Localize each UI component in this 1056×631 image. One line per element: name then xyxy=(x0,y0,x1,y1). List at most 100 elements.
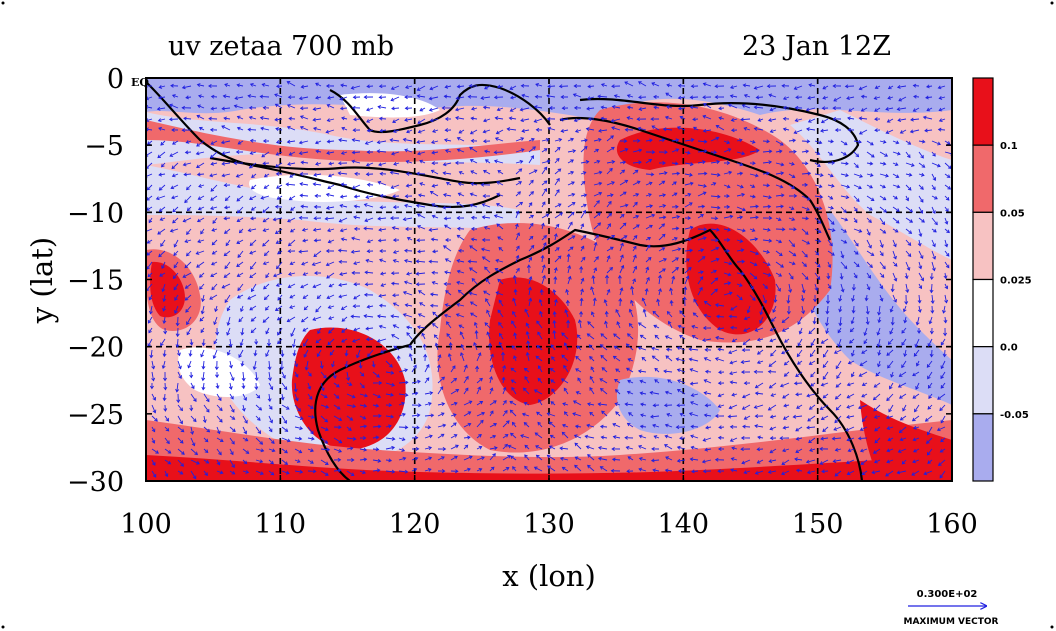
wind-vector xyxy=(393,259,400,263)
wind-vector-head xyxy=(691,324,696,329)
wind-vector-head xyxy=(233,104,238,109)
wind-vector-head xyxy=(637,346,642,351)
wind-vector xyxy=(338,294,348,298)
wind-vector xyxy=(340,107,348,110)
wind-vector xyxy=(391,151,400,155)
wind-vector-head xyxy=(788,289,793,293)
wind-vector-head xyxy=(615,308,620,313)
wind-vector-head xyxy=(181,105,186,110)
wind-vector xyxy=(859,371,868,377)
wind-vector-head xyxy=(716,314,720,319)
wind-vector-head xyxy=(274,230,279,235)
wind-vector-head xyxy=(490,353,494,358)
wind-vector-head xyxy=(793,193,798,198)
wind-vector-head xyxy=(910,117,914,122)
wind-vector-head xyxy=(779,383,784,388)
wind-vector xyxy=(250,83,257,87)
wind-vector-head xyxy=(561,354,566,359)
wind-vector-head xyxy=(664,468,669,473)
wind-vector-head xyxy=(441,376,445,381)
wind-vector-head xyxy=(853,219,858,224)
wind-vector-head xyxy=(224,230,228,234)
wind-vector-head xyxy=(250,318,255,322)
wind-vector-head xyxy=(402,456,407,461)
wind-vector xyxy=(684,258,690,263)
wind-vector-head xyxy=(795,427,799,432)
wind-vector-head xyxy=(418,403,422,408)
wind-vector xyxy=(853,162,859,168)
wind-vector-head xyxy=(611,234,616,239)
wind-vector xyxy=(775,150,782,153)
wind-vector-head xyxy=(649,224,653,229)
wind-vector-head xyxy=(651,82,656,86)
wind-vector xyxy=(606,246,614,252)
wind-vector-head xyxy=(726,204,731,209)
wind-vector-head xyxy=(942,353,947,358)
wind-vector-head xyxy=(796,361,801,365)
wind-vector-head xyxy=(315,308,319,313)
wind-vector-head xyxy=(249,83,254,87)
wind-vector xyxy=(901,327,907,334)
wind-vector-head xyxy=(320,387,325,392)
wind-vector-head xyxy=(443,281,448,286)
wind-vector xyxy=(469,146,478,153)
wind-vector xyxy=(481,96,491,99)
wind-vector xyxy=(521,94,530,98)
wind-vector-head xyxy=(740,370,745,375)
wind-vector xyxy=(574,118,582,122)
wind-vector xyxy=(775,205,784,208)
wind-vector xyxy=(821,415,829,420)
wind-vector-head xyxy=(338,218,343,223)
wind-vector-head xyxy=(270,471,275,476)
wind-vector xyxy=(366,162,374,166)
wind-vector-head xyxy=(833,427,838,431)
wind-vector-head xyxy=(204,449,209,454)
wind-vector-head xyxy=(404,303,409,308)
wind-vector-head xyxy=(388,403,393,408)
wind-vector xyxy=(151,459,156,466)
wind-vector-head xyxy=(621,169,626,174)
wind-vector xyxy=(520,434,530,439)
wind-vector-head xyxy=(627,333,631,337)
wind-vector xyxy=(281,448,288,454)
wind-vector-head xyxy=(805,216,809,221)
wind-vector-head xyxy=(832,459,837,464)
wind-vector xyxy=(703,103,712,109)
wind-vector-head xyxy=(239,308,244,313)
wind-vector xyxy=(692,118,699,120)
wind-vector xyxy=(385,446,395,450)
wind-vector-head xyxy=(429,118,434,123)
wind-vector-head xyxy=(536,345,541,349)
wind-vector xyxy=(496,129,504,134)
wind-vector-head xyxy=(312,117,317,122)
wind-vector-head xyxy=(801,289,806,294)
wind-vector-head xyxy=(637,369,642,374)
wind-vector-head xyxy=(587,402,591,407)
wind-vector xyxy=(172,140,179,145)
wind-vector-head xyxy=(752,194,756,199)
wind-vector-head xyxy=(509,86,514,90)
wind-vector xyxy=(877,338,881,347)
wind-vector-head xyxy=(502,386,507,391)
wind-vector-head xyxy=(351,105,356,110)
wind-vector-head xyxy=(753,369,758,374)
wind-vector-head xyxy=(530,179,534,184)
wind-vector xyxy=(457,137,465,142)
wind-vector xyxy=(653,404,660,406)
wind-vector-head xyxy=(791,261,796,266)
wind-vector xyxy=(229,448,234,455)
wind-vector xyxy=(926,360,933,368)
wind-vector xyxy=(470,204,478,208)
wind-vector-head xyxy=(244,419,248,424)
wind-vector xyxy=(509,117,517,120)
wind-vector xyxy=(473,342,478,351)
wind-vector xyxy=(783,426,790,429)
wind-vector xyxy=(224,83,231,87)
wind-vector-head xyxy=(456,216,461,221)
wind-vector-head xyxy=(263,285,267,290)
wind-vector-head xyxy=(158,84,163,89)
wind-vector-head xyxy=(375,435,380,440)
wind-vector xyxy=(238,349,244,358)
wind-vector xyxy=(657,299,660,307)
wind-vector xyxy=(690,458,699,461)
